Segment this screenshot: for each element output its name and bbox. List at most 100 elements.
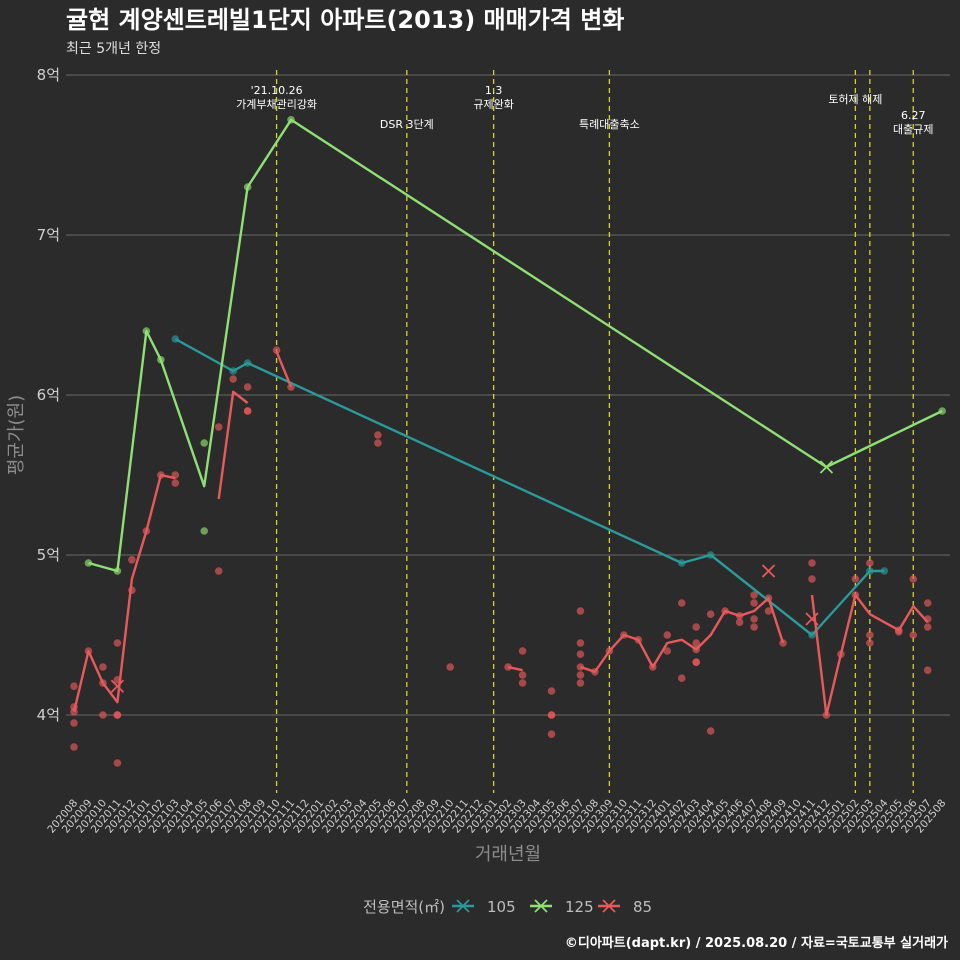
y-tick-label: 8억: [37, 66, 60, 84]
legend-key-cross: [534, 899, 548, 913]
series-line-85: [217, 390, 249, 500]
point-85: [547, 711, 556, 719]
grid-lines: [66, 74, 950, 716]
point-85: [750, 623, 758, 631]
point-85: [214, 567, 223, 575]
point-85: [909, 575, 918, 583]
point-85: [576, 639, 585, 647]
legend-key-cross-stroke: [534, 899, 548, 913]
point-85: [374, 439, 382, 447]
y-tick-label: 4억: [37, 706, 60, 724]
point-85: [576, 679, 585, 687]
point-125: [84, 559, 93, 567]
point-85: [243, 407, 252, 415]
point-85: [70, 743, 78, 751]
cross-marker-85: [805, 612, 819, 626]
event-label: 규제완화: [473, 98, 513, 111]
event-label: 토허제 해제: [828, 92, 882, 106]
y-axis-title: 평균가(원): [6, 395, 27, 475]
point-85: [518, 671, 527, 679]
point-85: [663, 631, 672, 639]
point-85: [70, 682, 78, 690]
y-tick-label: 5억: [37, 546, 60, 564]
point-85: [692, 639, 701, 647]
point-85: [374, 431, 382, 439]
point-85: [272, 346, 281, 355]
point-85: [808, 575, 816, 583]
source-caption: ©디아파트(dapt.kr) / 2025.08.20 / 자료=국토교통부 실…: [565, 935, 948, 951]
plot-area: [70, 116, 946, 767]
point-85: [750, 591, 758, 599]
series-line-85: [507, 665, 523, 672]
point-85: [128, 556, 136, 564]
point-85: [547, 687, 556, 695]
legend-entry: 125: [565, 898, 594, 916]
y-tick-label: 7억: [37, 226, 60, 244]
y-tick-label: 6억: [37, 386, 60, 404]
point-85: [446, 663, 455, 671]
point-85: [576, 671, 585, 679]
series-line-85: [810, 593, 929, 717]
x-axis-ticks: 2020082020092020102020112020122021012021…: [45, 797, 948, 836]
point-85: [706, 610, 715, 618]
series-line-85: [580, 597, 785, 673]
point-85: [113, 639, 122, 647]
event-label: 대출규제: [893, 123, 933, 136]
legend-key-cross: [602, 899, 616, 913]
point-85: [923, 599, 932, 607]
event-label: 가계부채관리강화: [236, 98, 317, 111]
point-85: [866, 639, 874, 647]
legend-title: 전용면적(㎡): [363, 898, 445, 916]
cross-marker-85: [110, 679, 125, 693]
point-85: [851, 575, 860, 583]
point-85: [735, 618, 744, 626]
cross-marker-125-stroke: [819, 460, 834, 474]
series-line-105: [174, 337, 885, 637]
point-85: [764, 607, 773, 615]
event-label: 1.3: [485, 84, 503, 97]
event-label: '21.10.26: [251, 84, 303, 97]
y-axis-ticks: 4억 5억 6억 7억 8억: [37, 66, 60, 724]
cross-marker-85: [761, 564, 776, 578]
series-line-85: [275, 351, 293, 388]
point-125: [200, 527, 209, 535]
legend: 전용면적(㎡) 105 125 85: [363, 898, 652, 916]
chart-title: 귤현 계양센트레빌1단지 아파트(2013) 매매가격 변화: [66, 6, 624, 34]
point-85: [677, 599, 686, 607]
point-85: [663, 647, 672, 655]
point-85: [99, 663, 107, 671]
point-85: [677, 674, 686, 682]
x-axis-title: 거래년월: [475, 844, 541, 865]
event-label: DSR 3단계: [380, 118, 434, 131]
point-85: [706, 727, 715, 735]
point-85: [113, 711, 122, 719]
cross-marker-125: [819, 460, 834, 474]
series-line-125: [88, 118, 943, 573]
point-105: [880, 567, 889, 575]
point-85: [99, 711, 107, 719]
point-85: [866, 559, 874, 567]
point-85: [923, 666, 932, 674]
point-85: [576, 650, 585, 658]
point-85: [171, 479, 180, 487]
chart-subtitle: 최근 5개년 한정: [66, 41, 161, 57]
point-85: [576, 607, 585, 615]
point-85: [547, 730, 556, 738]
legend-entry: 105: [487, 898, 516, 916]
point-85: [518, 679, 527, 687]
point-125: [200, 439, 209, 447]
cross-marker-85-stroke: [761, 564, 776, 578]
point-85: [576, 663, 585, 671]
legend-key-cross-stroke: [456, 899, 470, 913]
point-85: [518, 647, 527, 655]
series-line-85: [72, 473, 176, 713]
point-85: [243, 383, 252, 391]
point-85: [692, 623, 701, 631]
point-85: [70, 719, 78, 727]
point-85: [808, 559, 816, 567]
point-85: [214, 423, 223, 431]
legend-key-cross: [456, 899, 470, 913]
cross-marker-85-stroke: [110, 679, 125, 693]
